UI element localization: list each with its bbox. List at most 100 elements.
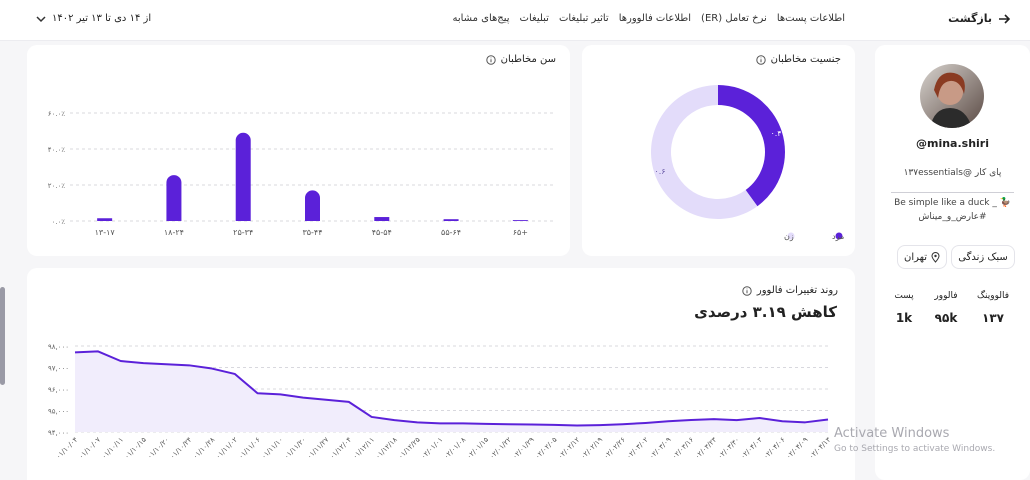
stat-label: فالووینگ: [976, 291, 1010, 301]
tag-chip[interactable]: سبک زندگی: [951, 245, 1015, 269]
y-tick-label: ۲۰.۰٪: [48, 182, 66, 190]
stat-label: پست: [894, 291, 914, 301]
info-icon[interactable]: [485, 54, 496, 65]
tab[interactable]: اطلاعات فالوورها: [618, 13, 692, 24]
tab[interactable]: پیج‌های مشابه: [452, 13, 510, 24]
x-tick-label: ۰۱/۱۲/۲۵: [397, 436, 422, 461]
back-arrow: [999, 13, 1010, 24]
x-tick-label: ۰۲/۰۳/۳۰: [716, 436, 741, 461]
gender-card: جنسیت مخاطبان ۰.۴ ۰.۶ مرد زن: [582, 45, 855, 256]
x-tick-label: ۰۲/۰۲/۲۶: [602, 436, 627, 461]
y-tick-label: ۹۶,۰۰۰: [48, 386, 69, 394]
gender-chart: ۰.۴ ۰.۶ مرد زن: [651, 85, 844, 241]
x-tick-label: ۰۲/۰۱/۰۱: [420, 436, 445, 461]
legend-label: زن: [784, 232, 794, 241]
scrollbar[interactable]: [0, 287, 5, 385]
divider: [891, 192, 1014, 193]
x-tick-label: ۰۱/۱۰/۲۸: [191, 436, 216, 461]
y-tick-label: ۴۰.۰٪: [48, 146, 66, 154]
x-tick-label: ۰۱/۱۰/۱۱: [100, 436, 125, 461]
x-tick-label: ۰۱/۱۱/۱۰: [260, 436, 285, 461]
followers-card: روند تغییرات فالوور کاهش ۳.۱۹ درصدی ۹۴,۰…: [27, 268, 855, 480]
bar: [512, 220, 528, 221]
x-tick-label: ۰۱/۱۲/۱۱: [351, 436, 376, 461]
x-tick-label: ۰۲/۰۳/۰۹: [648, 436, 673, 461]
line: [74, 350, 829, 427]
tab[interactable]: اطلاعات پست‌ها: [776, 13, 845, 24]
bar: [97, 218, 113, 221]
x-tick-label: ۰۲/۰۱/۲۲: [488, 436, 513, 461]
x-tick-label: ۰۲/۰۴/۰۳: [739, 436, 764, 461]
y-tick-label: ۹۴,۰۰۰: [48, 429, 69, 437]
bio-line: Be simple like a duck _ 🦆: [894, 198, 1011, 208]
info-icon[interactable]: [742, 285, 752, 296]
tab[interactable]: نرخ تعامل (ER): [701, 13, 767, 24]
x-tick-label: ۰۲/۰۳/۲۳: [693, 436, 718, 461]
date-range[interactable]: از ۱۴ دی تا ۱۳ تیر ۱۴۰۲: [36, 13, 151, 24]
legend-swatch: [787, 232, 795, 240]
x-tick-label: ۵۵-۶۴: [441, 228, 461, 237]
top-bar: بازگشت اطلاعات پست‌ها نرخ تعامل (ER) اطلاع…: [0, 0, 1030, 41]
x-tick-label: ۲۵-۳۴: [233, 228, 253, 237]
avatar: [920, 64, 984, 128]
subtitle: کاهش ۳.۱۹ درصدی: [694, 303, 837, 321]
age-chart: ۰.۰٪ ۲۰.۰٪ ۴۰.۰٪ ۶۰.۰٪ ۱۳-۱۷ ۱۸-۲۴ ۲۵-۳۴ ۳۵-۴۴ ۴…: [48, 110, 555, 237]
tag-chip[interactable]: تهران: [897, 245, 947, 269]
bar: [166, 175, 182, 221]
x-tick-label: ۱۸-۲۴: [164, 228, 184, 237]
followers-chart: ۹۴,۰۰۰۹۵,۰۰۰۹۶,۰۰۰۹۷,۰۰۰۹۸,۰۰۰۰۱/۱۰/۰۴۰۱…: [48, 343, 833, 461]
age-card: سن مخاطبان ۰.۰٪ ۲۰.۰٪ ۴۰.۰٪ ۶۰.۰٪ ۱۳-۱۷ ۱۸-۲۴…: [27, 45, 570, 256]
title-text: سن مخاطبان: [500, 54, 556, 65]
tab[interactable]: تاثیر تبلیغات: [558, 13, 609, 24]
watermark-text: Go to Settings to activate Windows.: [834, 444, 996, 454]
back-label: بازگشت: [948, 12, 992, 25]
x-tick-label: ۰۱/۱۱/۰۲: [214, 436, 239, 461]
x-tick-label: ۰۱/۱۲/۰۴: [328, 436, 353, 461]
stat-value: ۱۳۷: [982, 311, 1004, 325]
x-tick-label: ۰۱/۱۰/۲۴: [169, 436, 194, 461]
pie-slice: [651, 85, 758, 219]
bar: [443, 219, 459, 221]
card-title: سن مخاطبان: [485, 54, 556, 65]
card-title: جنسیت مخاطبان: [755, 54, 841, 65]
x-tick-label: ۰۲/۰۳/۰۲: [625, 436, 650, 461]
legend-label: مرد: [832, 232, 844, 241]
bar: [305, 190, 320, 221]
x-tick-label: ۰۲/۰۲/۱۹: [579, 436, 604, 461]
tab[interactable]: تبلیغات: [519, 13, 549, 24]
watermark-title: Activate Windows: [834, 426, 950, 441]
pie-slice: [718, 85, 785, 207]
x-tick-label: ۱۳-۱۷: [95, 228, 116, 237]
x-tick-label: ۰۱/۱۱/۲۷: [305, 436, 330, 461]
card-title: روند تغییرات فالوور: [742, 285, 838, 296]
x-tick-label: ۰۲/۰۴/۰۹: [785, 436, 810, 461]
x-tick-label: ۰۲/۰۱/۰۸: [442, 436, 467, 461]
x-tick-label: ۰۲/۰۴/۰۶: [762, 436, 787, 461]
tag-label: تهران: [903, 251, 928, 263]
x-tick-label: ۰۲/۰۱/۲۹: [511, 436, 536, 461]
back-button[interactable]: بازگشت: [948, 12, 1010, 25]
slice-label: ۰.۶: [654, 167, 665, 176]
x-tick-label: ۰۱/۱۰/۰۷: [77, 436, 102, 461]
bio-line: #عارض_و_میناش: [918, 212, 987, 222]
x-tick-label: ۰۱/۱۰/۱۵: [123, 436, 148, 461]
y-tick-label: ۹۵,۰۰۰: [48, 407, 69, 415]
info-icon[interactable]: [755, 54, 766, 65]
title-text: روند تغییرات فالوور: [756, 285, 838, 296]
y-tick-label: ۹۸,۰۰۰: [48, 343, 69, 351]
y-tick-label: ۰.۰٪: [51, 218, 65, 226]
x-tick-label: ۰۱/۱۲/۱۸: [374, 436, 399, 461]
slice-label: ۰.۴: [770, 129, 781, 138]
x-tick-label: ۰۲/۰۴/۱۳: [807, 436, 832, 461]
profile-card: @mina.shiri پای کار @۱۳۷essentials Be si…: [875, 45, 1030, 480]
x-tick-label: ۰۱/۱۱/۰۶: [237, 436, 262, 461]
title-text: جنسیت مخاطبان: [770, 54, 841, 65]
y-tick-label: ۶۰.۰٪: [48, 110, 66, 118]
x-tick-label: ۰۱/۱۰/۲۰: [146, 436, 171, 461]
username: @mina.shiri: [915, 137, 989, 150]
x-tick-label: ۴۵-۵۴: [372, 228, 392, 237]
date-label: از ۱۴ دی تا ۱۳ تیر ۱۴۰۲: [52, 13, 152, 24]
tabs: اطلاعات پست‌ها نرخ تعامل (ER) اطلاعات فالو…: [452, 13, 845, 24]
chevron: [36, 15, 46, 22]
